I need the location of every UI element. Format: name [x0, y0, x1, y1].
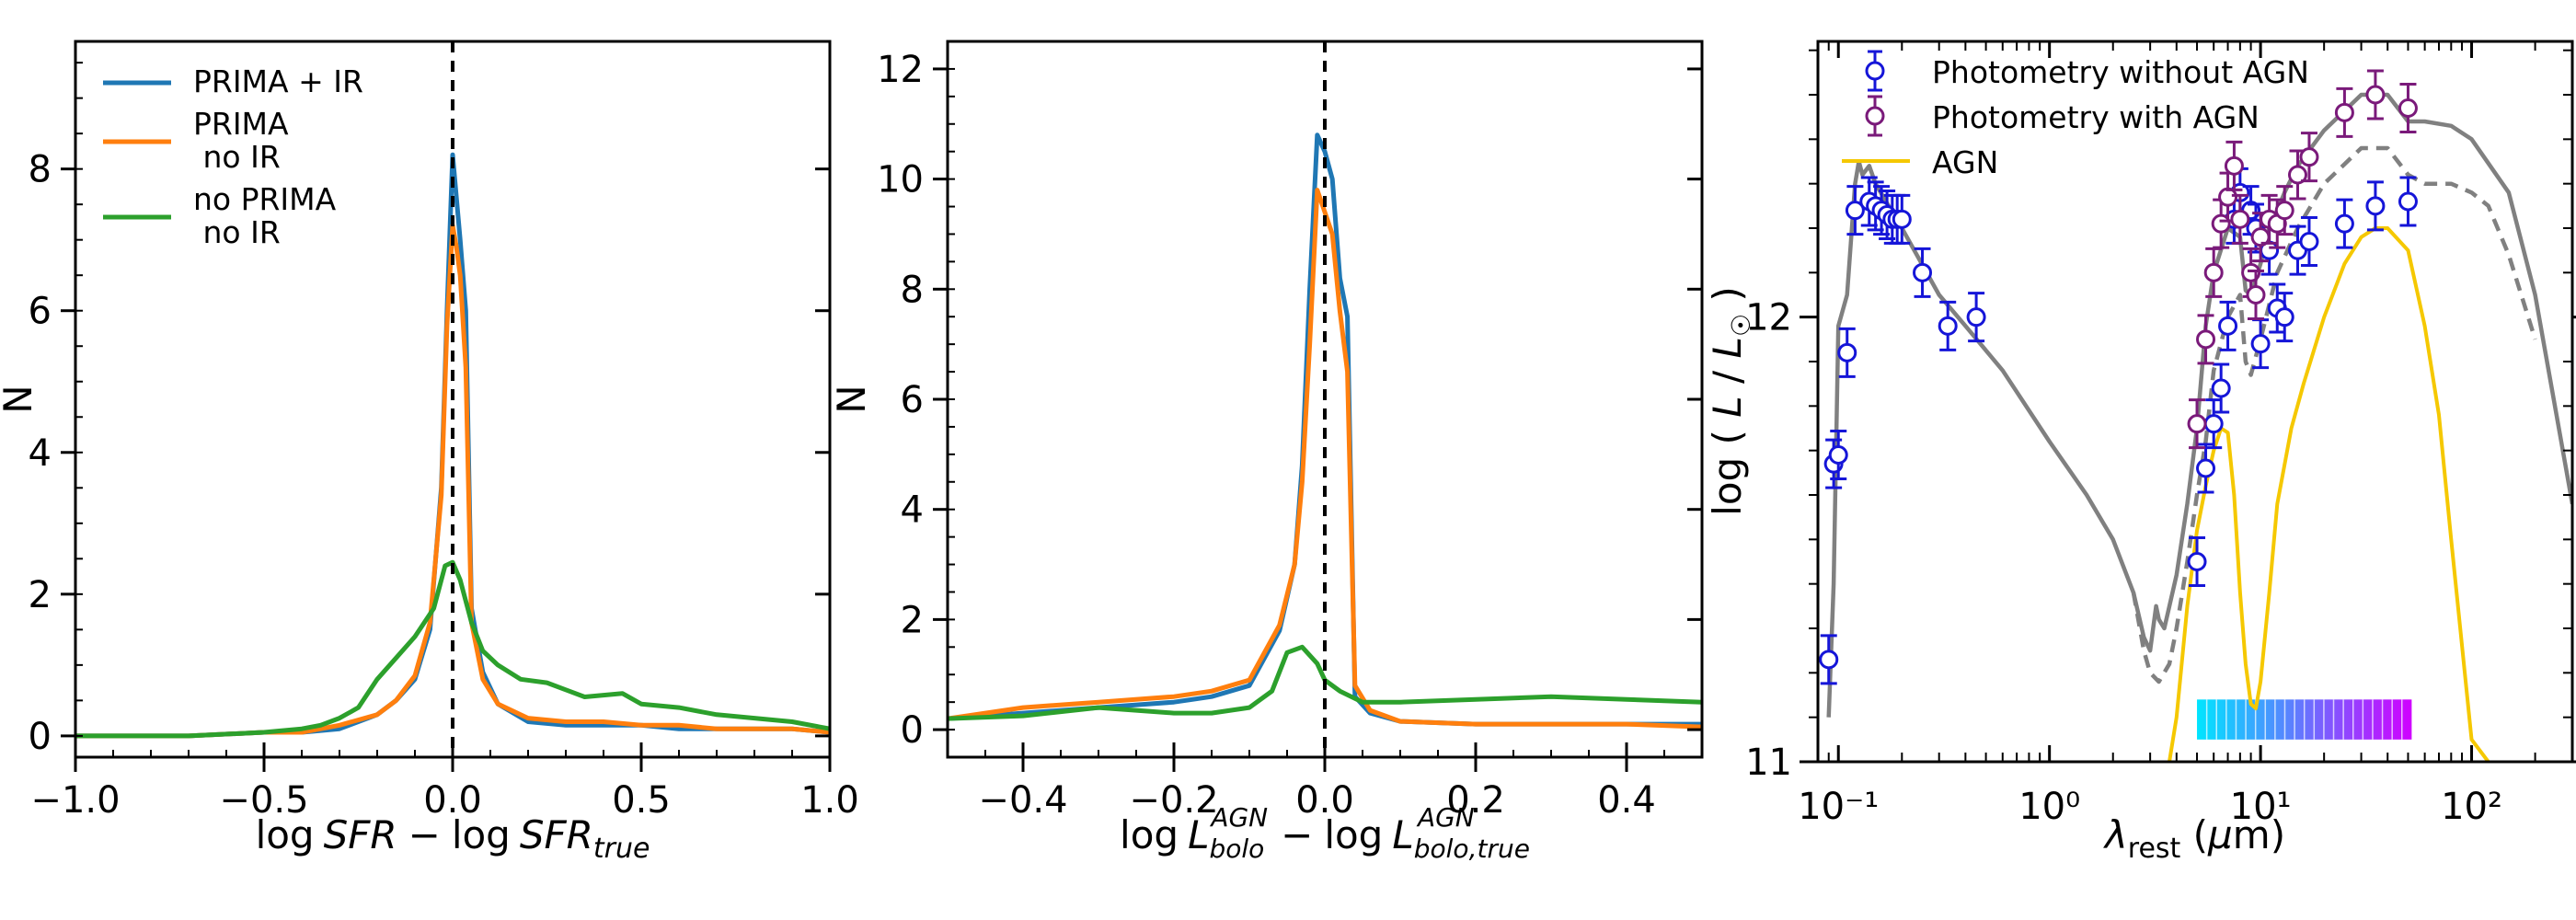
x-tick-label: 0.0: [1295, 779, 1354, 822]
data-point: [2274, 185, 2294, 236]
legend-marker-1: [1865, 61, 1885, 81]
data-point: [2224, 140, 2244, 191]
panel-3-axes: 10⁻¹ 10⁰ 10¹ 10² 11 12: [1745, 41, 2576, 828]
legend-label-2: Photometry with AGN: [1932, 99, 2260, 135]
data-point: [2246, 270, 2266, 320]
panel-2-plot-area: [948, 41, 1702, 757]
series-line-3: [75, 559, 830, 739]
series-line-1: [75, 152, 830, 739]
data-point: [2334, 198, 2354, 249]
data-point: [2230, 193, 2250, 245]
panel-sed: 10⁻¹ 10⁰ 10¹ 10² 11 12 Photometry without AGN…: [1705, 40, 2576, 865]
y-tick-label: 6: [29, 291, 52, 333]
panel-sfr-residuals: −1.0 −0.5 0.0 0.5 1.0 0 2 4 6 8 PRIMA + IR PRIMA n…: [0, 40, 859, 865]
y-tick-label: 0: [29, 716, 52, 758]
data-point: [2211, 362, 2231, 414]
panel-2-ylabel: N: [829, 385, 874, 413]
panel-1-ylabel: N: [0, 385, 40, 413]
data-point: [1837, 327, 1857, 378]
y-tick-label: 10: [877, 159, 924, 201]
y-tick-label: 4: [29, 432, 52, 475]
data-point: [2398, 83, 2418, 133]
x-tick-label: −1.0: [30, 779, 120, 822]
x-tick-label: −0.4: [978, 779, 1067, 822]
x-tick-label: 10²: [2441, 786, 2502, 828]
legend-label-1: PRIMA + IR: [193, 63, 363, 99]
panel-agn-luminosity-residuals: −0.4 −0.2 0.0 0.2 0.4 0 2 4 6 8 10 12 N log LboloAGN…: [829, 40, 1704, 864]
y-tick-label: 2: [901, 599, 924, 641]
data-point: [1913, 247, 1933, 298]
data-point: [1938, 300, 1958, 351]
data-point: [2187, 536, 2207, 587]
data-point: [1819, 634, 1839, 685]
series-line-2: [948, 188, 1702, 730]
series-line-2: [75, 223, 830, 739]
data-point: [2250, 318, 2271, 370]
data-point: [2203, 398, 2224, 450]
data-point: [2398, 176, 2418, 227]
data-point: [1845, 185, 1865, 236]
y-tick-label: 8: [29, 149, 52, 191]
series-line-3: [948, 644, 1702, 721]
y-tick-label: 4: [901, 489, 924, 532]
panel-3-legend: Photometry without AGN Photometry with AG…: [1842, 50, 2309, 180]
data-point: [2299, 216, 2319, 267]
x-tick-label: 10⁰: [2018, 786, 2080, 828]
y-tick-label: 6: [901, 379, 924, 421]
data-point: [2365, 180, 2386, 232]
data-point: [2274, 292, 2294, 343]
y-tick-label: 11: [1745, 742, 1792, 784]
data-point: [2196, 443, 2216, 494]
panel-1-axes: −1.0 −0.5 0.0 0.5 1.0 0 2 4 6 8: [29, 62, 859, 822]
x-tick-label: −0.2: [1129, 779, 1218, 822]
sed-line-5: [2131, 145, 2537, 684]
x-tick-label: 0.2: [1446, 779, 1505, 822]
y-tick-label: 0: [901, 709, 924, 752]
x-tick-label: 1.0: [800, 779, 859, 822]
x-tick-label: 10¹: [2230, 786, 2292, 828]
legend-label-3: AGN: [1932, 144, 1998, 180]
y-tick-label: 12: [877, 49, 924, 91]
sed-line-3: [2168, 226, 2490, 762]
data-point: [2365, 69, 2386, 121]
data-point: [2196, 314, 2216, 365]
x-tick-label: 0.5: [612, 779, 671, 822]
data-point: [2218, 300, 2238, 351]
legend-marker-2: [1865, 106, 1885, 126]
panel-3-xlabel: λrest (μm): [2103, 812, 2285, 865]
x-tick-label: 0.4: [1597, 779, 1656, 822]
data-point: [1892, 193, 1912, 245]
x-tick-label: 0.0: [423, 779, 482, 822]
data-point: [2187, 398, 2207, 450]
y-tick-label: 2: [29, 574, 52, 616]
panel-1-plot-area: [75, 41, 830, 757]
y-tick-label: 12: [1745, 297, 1792, 339]
x-tick-label: 10⁻¹: [1798, 786, 1879, 828]
data-point: [1966, 292, 1986, 343]
data-point: [2299, 132, 2319, 183]
legend-label-1: Photometry without AGN: [1932, 54, 2309, 90]
panel-3-plot-area: [1819, 69, 2572, 762]
legend-label-3: no PRIMA no IR: [193, 181, 337, 250]
data-point: [1828, 430, 1848, 480]
legend-label-2: PRIMA no IR: [193, 106, 289, 175]
data-point: [2334, 86, 2354, 138]
x-tick-label: −0.5: [219, 779, 308, 822]
panel-2-axes: −0.4 −0.2 0.0 0.2 0.4 0 2 4 6 8 10 12: [877, 40, 1703, 822]
panel-3-ylabel: log ( L / L☉ ): [1705, 286, 1756, 516]
y-tick-label: 8: [901, 269, 924, 311]
panel-3-frame: [1816, 40, 2574, 764]
panel-2-xlabel: log LboloAGN − log Lbolo,trueAGN: [1120, 802, 1530, 864]
panel-1-xlabel: log SFR − log SFRtrue: [256, 812, 650, 865]
